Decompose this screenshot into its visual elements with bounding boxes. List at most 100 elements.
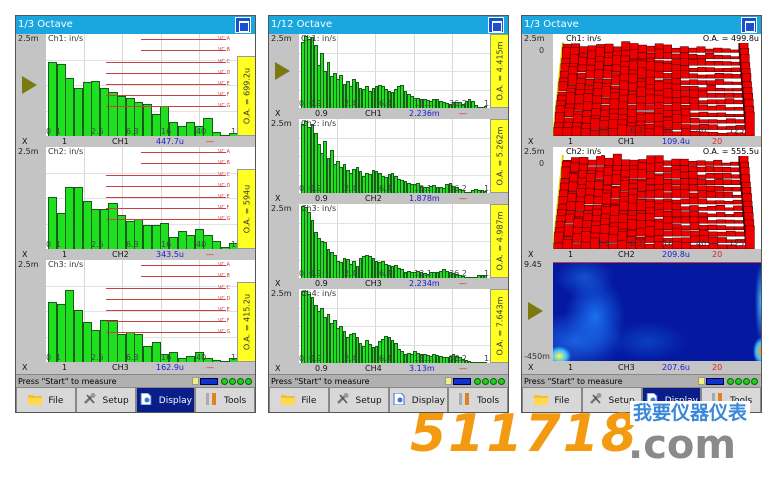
spectrum-plot: VC A VC B VC C VC D VC E VC F VC G Ch2: in/s 0 1 2… (46, 147, 237, 249)
play-arrow-icon[interactable] (275, 62, 290, 80)
chart-ch2: 2.5m VC A VC B VC C VC D VC E VC F VC G Ch2: in/… (16, 147, 255, 260)
waterfall-bar (570, 162, 580, 173)
cursor-x-value: 1 (568, 363, 574, 372)
channel-led-icon (221, 377, 228, 385)
waterfall-bar (707, 105, 717, 111)
setup-button[interactable]: Setup (75, 387, 136, 412)
spectrum-bar (186, 235, 196, 249)
waterfall-bar (725, 107, 735, 111)
cursor-y-value: 162.9u (156, 363, 184, 372)
spectrum-bar (73, 310, 84, 362)
window-maximize-button[interactable] (488, 17, 504, 33)
vc-criterion-label: VC A (218, 149, 230, 156)
display-button[interactable]: Display (388, 387, 449, 412)
waterfall-bar (584, 205, 594, 211)
waterfall-bar (716, 104, 726, 111)
file-button[interactable]: File (522, 387, 582, 412)
wrench-icon (83, 393, 97, 408)
tools-button[interactable]: Tools (195, 387, 255, 412)
vc-criterion-line (141, 50, 226, 52)
tools-icon (204, 393, 218, 408)
folder-icon (28, 393, 43, 408)
waterfall-bar (587, 50, 597, 60)
waterfall-bar (725, 226, 736, 230)
waterfall-bar (705, 53, 715, 60)
channel-led-icon (237, 377, 244, 385)
y-min-label: 0 (46, 353, 52, 362)
x-tick-label: 135 (484, 354, 490, 363)
vc-criterion-label: VC C (218, 284, 230, 291)
waterfall-bar (593, 196, 603, 205)
play-arrow-icon[interactable] (22, 76, 37, 94)
setup-button[interactable]: Setup (328, 387, 389, 412)
waterfall-bar (672, 241, 682, 249)
overall-value-strip: O.A. = 4.987m (490, 204, 508, 278)
memory-card-icon (192, 377, 199, 385)
file-button[interactable]: File (269, 387, 329, 412)
waterfall-bar (671, 217, 682, 224)
waterfall-bar (554, 231, 564, 243)
x-label: X (528, 137, 534, 146)
waterfall-bar (618, 213, 628, 224)
waterfall-bar (717, 119, 727, 124)
x-tick-label: 135 (484, 99, 490, 108)
waterfall-bar (663, 172, 673, 179)
x-tick-label: 125 (729, 239, 745, 248)
device-screen-3: 1/3 Octave 2.5m 0 Ch1: in/s O.A. = 499.8u 2.5… (521, 15, 762, 413)
waterfall-bar (663, 52, 673, 60)
bottom-toolbar: File Setup Display Tools (269, 387, 508, 412)
file-button[interactable]: File (16, 387, 76, 412)
channel-name: CH3 (365, 279, 382, 288)
x-tick-label: 40 (196, 127, 207, 136)
waterfall-bar (708, 231, 718, 237)
waterfall-bar (733, 205, 743, 211)
waterfall-bar (698, 216, 708, 224)
vc-criterion-label: VC G (218, 103, 231, 110)
display-button[interactable]: Display (135, 387, 196, 412)
play-arrow-icon[interactable] (528, 302, 543, 320)
waterfall-bar (707, 99, 717, 105)
chart-ch1: 2.5m VC A VC B VC C VC D VC E VC F VC G Ch1: in/… (16, 34, 255, 147)
vc-criterion-label: VC C (218, 171, 230, 178)
waterfall-bar (734, 114, 745, 117)
vc-criterion-label: VC G (218, 329, 231, 336)
x-tick-label: 6.3 (630, 126, 643, 135)
overall-value: O.A. = 555.5u (702, 147, 759, 156)
waterfall-bar (733, 99, 743, 105)
spectrum-bar (186, 122, 196, 136)
cursor-readout-row: X 1 CH3 207.6u 20 (522, 362, 761, 373)
window-maximize-button[interactable] (741, 17, 757, 33)
spectrum-bar (229, 243, 237, 249)
chart-ch3: 2.5m VC A VC B VC C VC D VC E VC F VC G Ch3: in/… (16, 260, 255, 373)
window-maximize-button[interactable] (235, 17, 251, 33)
document-icon (392, 393, 406, 408)
window-title: 1/12 Octave (269, 16, 508, 34)
vc-criterion-label: VC A (218, 36, 230, 43)
toolbar-label: Display (665, 396, 698, 406)
overall-value-strip: O.A. = 7.643m (490, 289, 508, 363)
x-tick-label: 13.1 (414, 99, 432, 108)
waterfall-bar (724, 88, 734, 92)
waterfall-bar (681, 128, 691, 136)
spectrum-bar (48, 197, 58, 249)
waterfall-bar (717, 237, 727, 243)
waterfall-bar (680, 108, 691, 117)
setup-button[interactable]: Setup (581, 387, 642, 412)
overall-value: O.A. = 499.8u (702, 34, 759, 43)
spectrum-bar (212, 241, 222, 249)
waterfall-bar (715, 205, 725, 211)
tools-button[interactable]: Tools (448, 387, 508, 412)
memory-card-icon (445, 377, 452, 385)
waterfall-bar (603, 174, 613, 185)
waterfall-bar (671, 202, 682, 211)
waterfall-bar (662, 230, 673, 237)
status-text: Press "Start" to measure (18, 377, 117, 386)
spectrum-bar (203, 358, 213, 362)
chart-ch2: 2.5m 0 Ch2: in/s O.A. = 555.5u 2.5 6.3 16 40 125… (522, 147, 761, 260)
channel-name: CH1 (365, 109, 382, 118)
waterfall-plot (553, 147, 761, 249)
channel-name: CH2 (618, 250, 635, 259)
waterfall-bar (611, 64, 621, 72)
waterfall-bar (646, 45, 656, 53)
waterfall-bar (697, 80, 707, 85)
